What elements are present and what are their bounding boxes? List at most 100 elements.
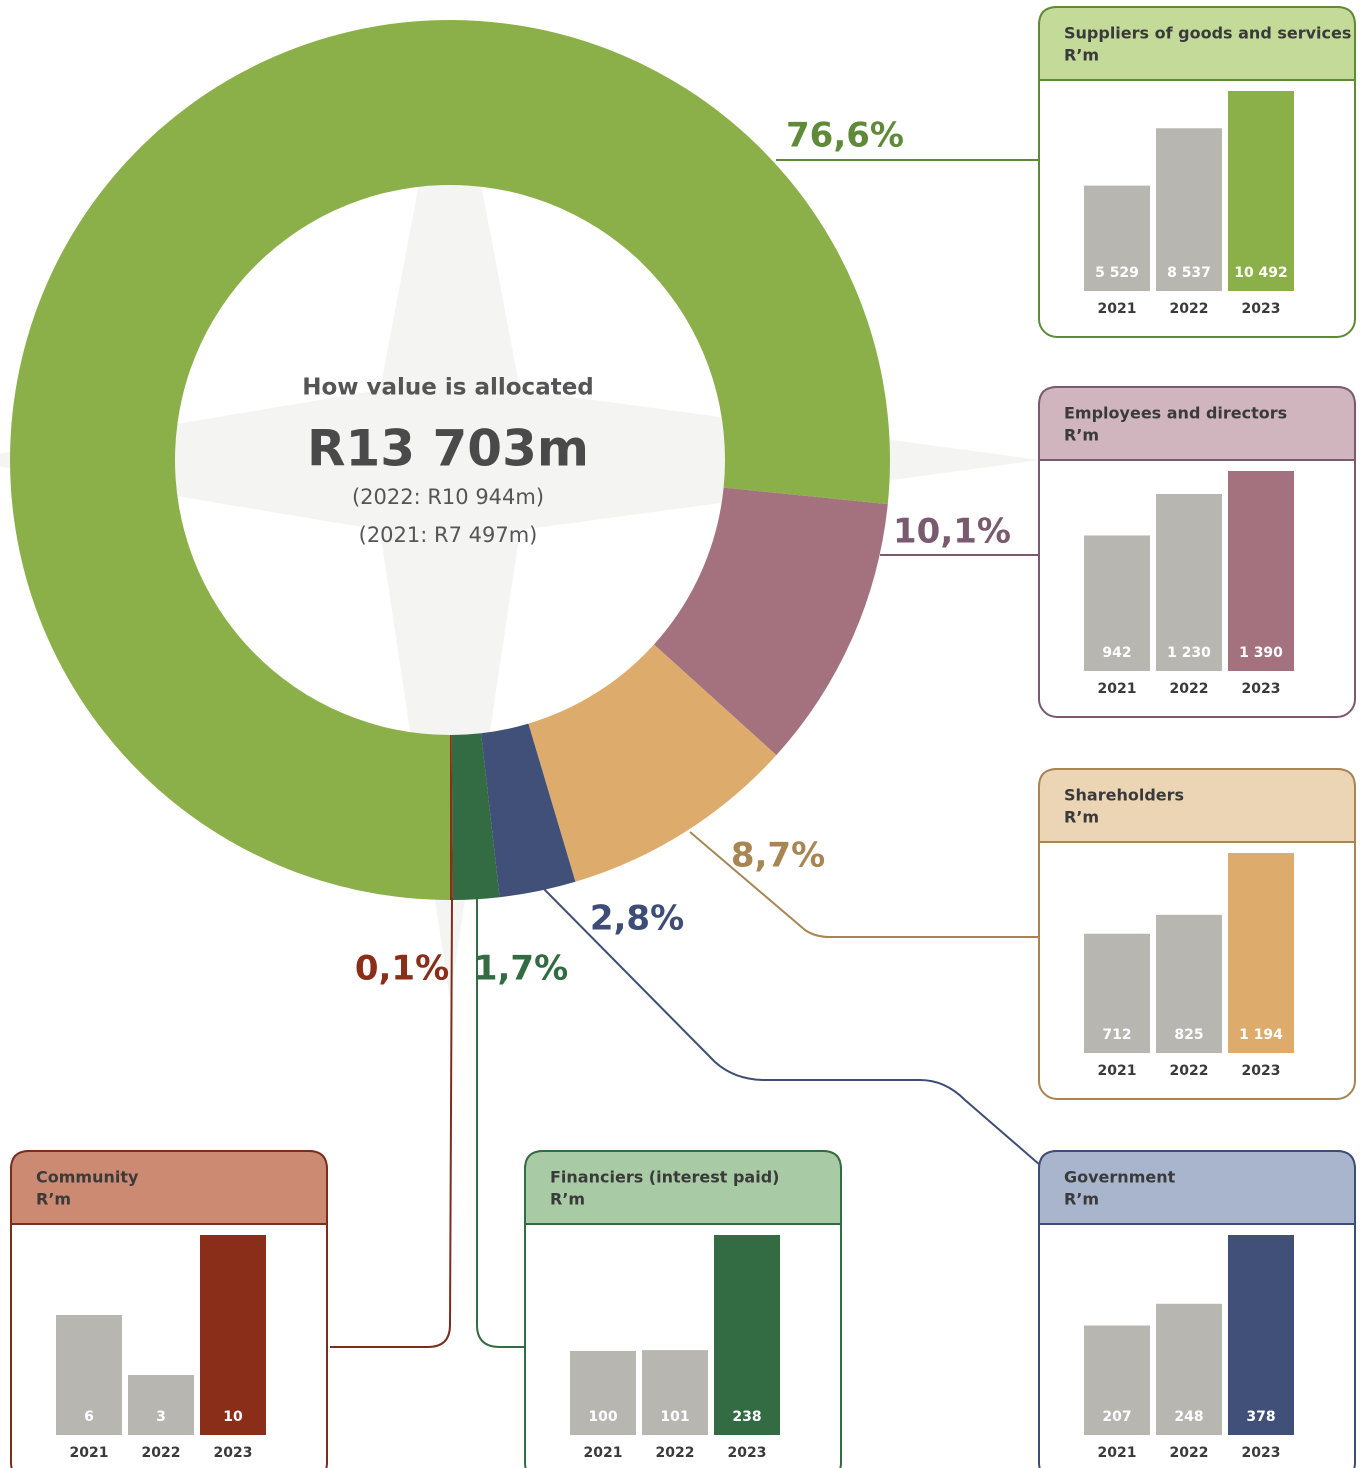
compass-star [0, 20, 1040, 1000]
panel-title: Shareholders [1064, 786, 1184, 805]
donut-note: (2022: R10 944m) [352, 485, 544, 509]
bar-value-label: 1 230 [1167, 645, 1211, 661]
x-tick-label: 2023 [728, 1445, 767, 1461]
bar [1084, 933, 1150, 1053]
panel-header [524, 1150, 842, 1225]
x-tick-label: 2022 [1170, 681, 1209, 697]
x-tick-label: 2022 [1170, 301, 1209, 317]
donut-slice [451, 733, 500, 900]
bar [1084, 535, 1150, 671]
x-tick-label: 2021 [584, 1445, 623, 1461]
bar-value-label: 942 [1102, 645, 1131, 661]
slice-label: 8,7% [731, 836, 825, 876]
donut [10, 20, 891, 901]
bar-panel: Employees and directors R’m 942 2021 1 230 20… [1038, 386, 1356, 718]
bar [1156, 1303, 1222, 1435]
donut-slice [10, 20, 891, 901]
panel-header [1038, 768, 1356, 843]
bar-value-label: 5 529 [1095, 265, 1139, 281]
x-tick-label: 2023 [1242, 301, 1281, 317]
leader-line [542, 887, 1041, 1166]
panel-title: Community [36, 1168, 139, 1187]
bar [642, 1350, 708, 1435]
bar [200, 1235, 266, 1435]
donut-slice [528, 644, 777, 882]
donut-note: (2021: R7 497m) [359, 523, 538, 547]
bar [56, 1315, 122, 1435]
bar [714, 1235, 780, 1435]
bar-value-label: 8 537 [1167, 265, 1211, 281]
bar-value-label: 1 194 [1239, 1027, 1283, 1043]
bar-value-label: 3 [156, 1409, 166, 1425]
leader-line [689, 831, 1038, 938]
slice-label: 76,6% [786, 116, 904, 156]
bar-panel: Suppliers of goods and services R’m 5 529 2… [1038, 6, 1356, 338]
slice-label: 1,7% [474, 949, 568, 989]
bar-value-label: 1 390 [1239, 645, 1283, 661]
donut-title: How value is allocated [302, 375, 594, 401]
x-tick-label: 2023 [1242, 1445, 1281, 1461]
x-tick-label: 2022 [142, 1445, 181, 1461]
x-tick-label: 2023 [214, 1445, 253, 1461]
bar [1084, 1325, 1150, 1435]
bar [1228, 91, 1294, 291]
x-tick-label: 2021 [1098, 301, 1137, 317]
bar [1228, 1235, 1294, 1435]
x-tick-label: 2023 [1242, 681, 1281, 697]
x-tick-label: 2023 [1242, 1063, 1281, 1079]
panel-subtitle: R’m [1064, 46, 1099, 65]
x-tick-label: 2022 [656, 1445, 695, 1461]
panel-subtitle: R’m [550, 1190, 585, 1209]
x-tick-label: 2021 [1098, 681, 1137, 697]
bar-value-label: 10 [223, 1409, 243, 1425]
panel-subtitle: R’m [36, 1190, 71, 1209]
donut-total: R13 703m [307, 420, 589, 478]
panel-subtitle: R’m [1064, 1190, 1099, 1209]
panel-header [1038, 1150, 1356, 1225]
leader-line [330, 897, 453, 1348]
panel-header [1038, 386, 1356, 461]
background-compass [0, 20, 1040, 1000]
bar [1228, 471, 1294, 671]
x-tick-label: 2021 [1098, 1063, 1137, 1079]
panel-header [10, 1150, 328, 1225]
bar-value-label: 712 [1102, 1027, 1131, 1043]
panel-header [1038, 6, 1356, 81]
bar-value-label: 101 [660, 1409, 689, 1425]
panel-title: Suppliers of goods and services [1064, 24, 1351, 43]
donut-slice [653, 487, 888, 756]
x-tick-label: 2021 [1098, 1445, 1137, 1461]
panel-title: Employees and directors [1064, 404, 1287, 423]
panel-subtitle: R’m [1064, 808, 1099, 827]
bar-panel: Financiers (interest paid) R’m 100 2021 101 2… [524, 1150, 842, 1468]
bar-value-label: 100 [588, 1409, 617, 1425]
bar-value-label: 378 [1246, 1409, 1275, 1425]
panel-title: Financiers (interest paid) [550, 1168, 779, 1187]
bar-value-label: 207 [1102, 1409, 1131, 1425]
panel-title: Government [1064, 1168, 1176, 1187]
bar [1084, 185, 1150, 291]
bar-panel: Government R’m 207 2021 248 2022 378 2023 [1038, 1150, 1356, 1468]
bar [128, 1375, 194, 1435]
bar [570, 1350, 636, 1435]
bar-value-label: 6 [84, 1409, 94, 1425]
panels: Suppliers of goods and services R’m 5 529 2… [10, 6, 1356, 1468]
leader-lines [330, 159, 1041, 1348]
bar [1156, 128, 1222, 291]
x-tick-label: 2021 [70, 1445, 109, 1461]
x-tick-label: 2022 [1170, 1063, 1209, 1079]
bar-panel: Shareholders R’m 712 2021 825 2022 1 194 2023 [1038, 768, 1356, 1100]
bar-value-label: 10 492 [1234, 265, 1288, 281]
bar [1156, 914, 1222, 1053]
x-tick-label: 2022 [1170, 1445, 1209, 1461]
bar [1156, 494, 1222, 671]
leader-line [476, 898, 524, 1348]
bar [1228, 853, 1294, 1053]
bar-panel: Community R’m 6 2021 3 2022 10 2023 [10, 1150, 328, 1468]
bar-value-label: 248 [1174, 1409, 1203, 1425]
bar-value-label: 238 [732, 1409, 761, 1425]
panel-subtitle: R’m [1064, 426, 1099, 445]
slice-label: 0,1% [355, 949, 449, 989]
bar-value-label: 825 [1174, 1027, 1203, 1043]
